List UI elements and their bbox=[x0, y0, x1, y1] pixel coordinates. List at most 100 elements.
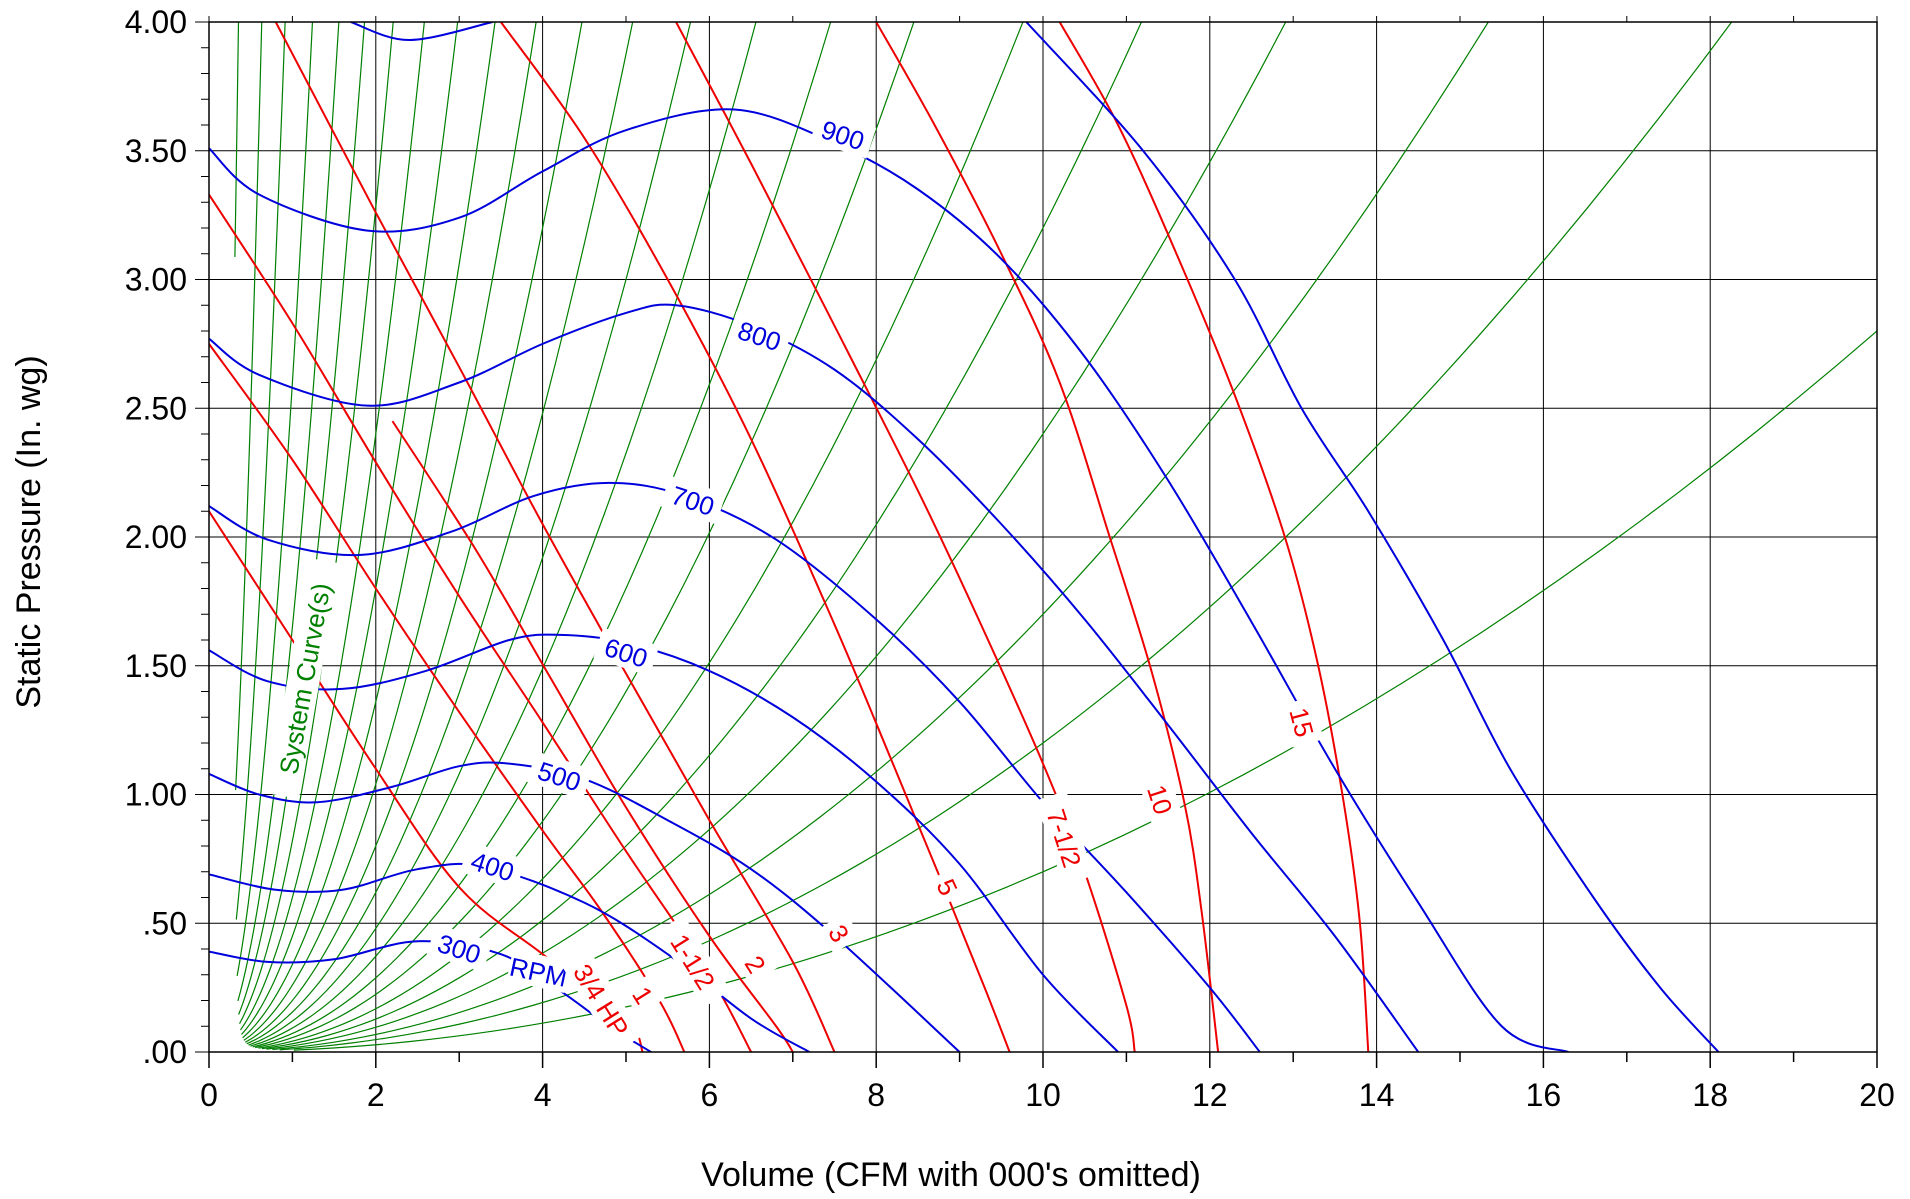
hp-label-bg bbox=[734, 943, 778, 985]
rpm-curve bbox=[209, 633, 1119, 1052]
rpm-label-group: 400 bbox=[459, 841, 526, 890]
hp-curve bbox=[274, 22, 836, 1052]
rpm-label: 600 bbox=[601, 632, 652, 674]
rpm-label-bg bbox=[526, 751, 593, 800]
hp-label-bg bbox=[818, 912, 861, 954]
rpm-unit-label: RPM bbox=[507, 951, 570, 992]
hp-curve bbox=[500, 22, 1011, 1052]
x-tick-label: 2 bbox=[367, 1077, 385, 1113]
rpm-label: 400 bbox=[467, 846, 518, 888]
rpm-label-group: 800 bbox=[726, 310, 793, 360]
hp-label-group: 3 bbox=[818, 912, 861, 954]
system-curve bbox=[244, 22, 583, 1043]
system-curve bbox=[234, 22, 240, 258]
system-curve bbox=[239, 22, 394, 1024]
system-curve bbox=[241, 22, 459, 1035]
system-curve bbox=[235, 22, 286, 920]
system-curve-label-bg bbox=[267, 557, 341, 799]
hp-curves-layer bbox=[209, 22, 1370, 1052]
hp-label-group: 2 bbox=[734, 943, 778, 985]
hp-label-group: 5 bbox=[927, 866, 969, 907]
y-tick-label: 4.00 bbox=[125, 4, 187, 40]
x-tick-label: 0 bbox=[200, 1077, 218, 1113]
rpm-curve bbox=[350, 22, 493, 42]
y-tick-label: .50 bbox=[143, 905, 187, 941]
rpm-label: 500 bbox=[534, 756, 585, 798]
system-curve bbox=[243, 22, 537, 1041]
x-tick-label: 4 bbox=[534, 1077, 552, 1113]
rpm-curve bbox=[209, 481, 1261, 1052]
system-curve bbox=[261, 22, 1142, 1050]
rpm-label-group: 500 bbox=[526, 751, 593, 800]
hp-curve bbox=[675, 22, 1136, 1052]
hp-label-bg bbox=[1035, 790, 1094, 886]
hp-curve bbox=[391, 420, 794, 1052]
y-tick-label: 3.00 bbox=[125, 262, 187, 298]
hp-label-group: 1 bbox=[622, 974, 665, 1016]
axis-layer: 0 2 4 6 8 10 12 14 16 18 20.00.501.001.502.002.503… bbox=[125, 4, 1895, 1113]
hp-label: 3/4 HP bbox=[567, 959, 635, 1042]
hp-curve bbox=[875, 22, 1220, 1052]
hp-label-bg bbox=[927, 866, 969, 907]
x-tick-label: 18 bbox=[1692, 1077, 1728, 1113]
hp-curve bbox=[209, 343, 686, 1052]
system-curve bbox=[236, 22, 314, 976]
rpm-label-group: 300 bbox=[426, 923, 493, 973]
hp-label-bg bbox=[656, 915, 731, 1008]
hp-label-bg bbox=[622, 974, 665, 1016]
rpm-label-group: 900 bbox=[810, 110, 877, 159]
y-tick-label: 1.00 bbox=[125, 777, 187, 813]
rpm-label-bg bbox=[660, 475, 727, 525]
x-tick-label: 10 bbox=[1025, 1077, 1061, 1113]
system-curve bbox=[272, 22, 1489, 1051]
system-curve bbox=[250, 22, 757, 1047]
system-curve-label: System Curve(s) bbox=[273, 581, 336, 777]
rpm-label-bg bbox=[726, 310, 793, 360]
grid-layer bbox=[209, 22, 1877, 1052]
rpm-curve bbox=[209, 108, 1569, 1052]
hp-curve bbox=[1058, 22, 1370, 1052]
rpm-curve bbox=[209, 303, 1420, 1052]
hp-label-bg bbox=[1281, 696, 1324, 748]
system-curve bbox=[258, 22, 1024, 1049]
rpm-label: 300 bbox=[434, 928, 485, 970]
system-curve bbox=[237, 22, 340, 1002]
x-tick-label: 16 bbox=[1526, 1077, 1562, 1113]
system-curve bbox=[248, 22, 692, 1046]
system-curve bbox=[235, 22, 263, 791]
hp-label-bg bbox=[1138, 773, 1183, 826]
y-tick-label: 3.50 bbox=[125, 133, 187, 169]
y-tick-label: 1.50 bbox=[125, 648, 187, 684]
system-curve bbox=[279, 22, 1733, 1051]
x-tick-label: 12 bbox=[1192, 1077, 1228, 1113]
hp-label-group: 10 bbox=[1138, 773, 1183, 826]
system-curve bbox=[266, 22, 1287, 1050]
rpm-label-bg bbox=[459, 841, 526, 890]
system-curve bbox=[255, 22, 915, 1049]
rpm-label: 700 bbox=[667, 480, 718, 522]
hp-label-group: 15 bbox=[1281, 696, 1324, 748]
rpm-label-group: 600 bbox=[593, 627, 660, 677]
rpm-unit-label-group: RPM bbox=[506, 949, 571, 993]
y-tick-label: 2.50 bbox=[125, 390, 187, 426]
rpm-unit-label-bg bbox=[506, 949, 571, 993]
rpm-label-group: 700 bbox=[660, 475, 727, 525]
rpm-label-bg bbox=[593, 627, 660, 677]
system-curve bbox=[242, 22, 496, 1039]
system-curves-layer bbox=[234, 22, 1877, 1051]
system-curve bbox=[239, 22, 425, 1031]
rpm-curve bbox=[1025, 22, 1720, 1052]
system-curve bbox=[293, 330, 1877, 1051]
x-tick-label: 20 bbox=[1859, 1077, 1895, 1113]
rpm-label-bg bbox=[426, 923, 493, 973]
y-tick-label: .00 bbox=[143, 1034, 187, 1070]
x-tick-label: 8 bbox=[867, 1077, 885, 1113]
hp-label-bg bbox=[560, 947, 643, 1053]
y-tick-label: 2.00 bbox=[125, 519, 187, 555]
hp-label: 7-1/2 bbox=[1040, 805, 1087, 871]
system-curve bbox=[246, 22, 634, 1045]
rpm-label: 800 bbox=[734, 315, 785, 357]
x-tick-label: 14 bbox=[1359, 1077, 1395, 1113]
hp-label-group: 1-1/2 bbox=[656, 915, 731, 1008]
